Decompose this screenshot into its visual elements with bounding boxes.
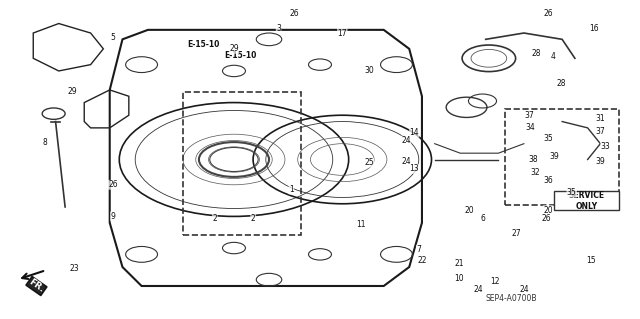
Text: 2: 2 (251, 213, 255, 222)
Text: 2: 2 (212, 213, 217, 222)
Text: 23: 23 (70, 264, 79, 273)
Text: SEP4-A0700B: SEP4-A0700B (486, 294, 537, 303)
Text: 25: 25 (364, 158, 374, 167)
Text: 10: 10 (454, 274, 464, 283)
Text: 36: 36 (543, 175, 553, 185)
Text: 34: 34 (525, 123, 535, 132)
Bar (183, 92, 301, 235)
Bar (554, 191, 620, 210)
Text: 12: 12 (490, 277, 500, 286)
Text: 27: 27 (511, 229, 521, 238)
Text: 20: 20 (543, 206, 553, 215)
Text: 13: 13 (410, 165, 419, 174)
Text: 28: 28 (532, 49, 541, 58)
Text: 37: 37 (595, 127, 605, 136)
Text: 7: 7 (417, 245, 421, 254)
Text: 38: 38 (529, 155, 538, 164)
Text: 33: 33 (600, 142, 611, 151)
Text: 14: 14 (410, 128, 419, 137)
Text: 29: 29 (229, 44, 239, 53)
Text: E-15-10: E-15-10 (188, 40, 220, 48)
Text: SERVICE
ONLY: SERVICE ONLY (569, 190, 605, 211)
Text: 28: 28 (556, 79, 566, 88)
Text: 21: 21 (454, 259, 463, 268)
Text: 39: 39 (550, 152, 559, 161)
Text: FR.: FR. (27, 278, 46, 294)
Text: 11: 11 (356, 220, 366, 229)
Text: 4: 4 (550, 52, 555, 61)
Text: 5: 5 (111, 33, 115, 42)
Text: 30: 30 (365, 66, 374, 75)
Text: 24: 24 (401, 136, 411, 145)
Text: 6: 6 (480, 213, 485, 222)
Text: 1: 1 (289, 185, 294, 194)
Text: 16: 16 (589, 24, 599, 33)
Text: 35: 35 (567, 188, 577, 197)
Text: 35: 35 (543, 134, 553, 144)
Text: 26: 26 (541, 213, 551, 222)
Text: 26: 26 (290, 9, 300, 18)
Bar (505, 109, 620, 205)
Text: 29: 29 (68, 87, 77, 96)
Text: 24: 24 (473, 285, 483, 294)
Text: 3: 3 (276, 24, 281, 33)
Text: 26: 26 (108, 180, 118, 189)
Text: 26: 26 (543, 9, 553, 18)
Text: 15: 15 (586, 256, 596, 265)
Text: 22: 22 (417, 256, 427, 265)
Text: 9: 9 (111, 212, 115, 221)
Text: 39: 39 (595, 157, 605, 166)
Text: 24: 24 (519, 285, 529, 294)
Text: 31: 31 (596, 114, 605, 123)
Text: 20: 20 (465, 206, 474, 215)
Text: 17: 17 (337, 28, 347, 38)
Text: E-15-10: E-15-10 (225, 51, 257, 60)
Text: 8: 8 (42, 137, 47, 147)
Text: 37: 37 (524, 111, 534, 120)
Text: 24: 24 (401, 157, 411, 166)
Text: 32: 32 (531, 168, 540, 177)
